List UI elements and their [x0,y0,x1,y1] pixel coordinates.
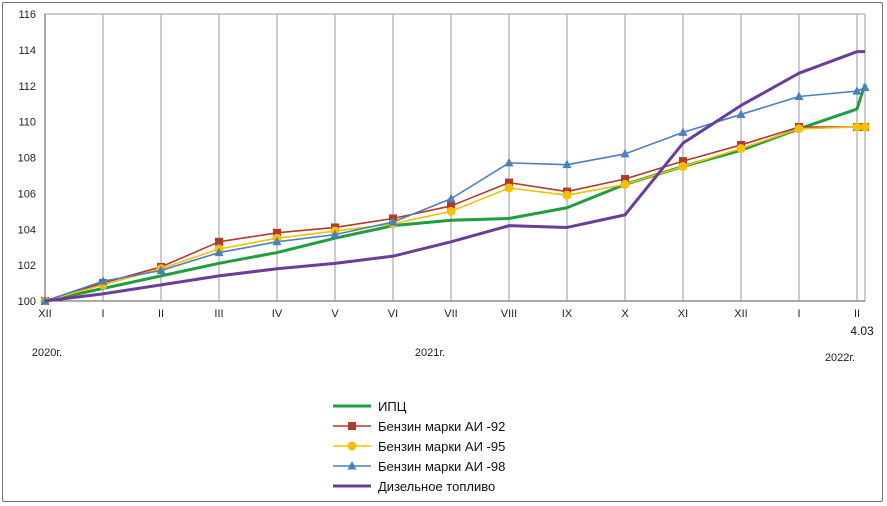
y-tick-label: 110 [18,117,36,129]
x-tick-label: IV [272,308,283,320]
data-point [446,206,456,216]
series-Бензин марки АИ -98 [40,82,870,305]
data-point [330,229,340,239]
legend-item: Дизельное топливо [333,479,495,494]
x-tick-label: I [101,308,104,320]
data-point [347,441,357,451]
data-point [794,91,804,101]
x-tick-label: XII [38,308,51,320]
data-point [156,265,166,275]
x-tick-label: VII [444,308,457,320]
data-point [678,161,688,171]
data-point [273,228,281,237]
data-point [98,276,108,285]
data-point [620,179,630,189]
x-tick-label: II [158,308,164,320]
y-tick-label: 100 [18,296,36,308]
series-Дизельное топливо [44,50,865,303]
chart-legend: ИПЦ Бензин марки АИ -92 Бензин марки АИ -9… [333,399,505,494]
series-line [44,50,865,303]
y-tick-label: 104 [18,224,36,236]
data-point [678,127,688,136]
data-point [852,122,862,132]
data-point [504,157,514,167]
legend-item: ИПЦ [333,399,407,414]
series-Бензин марки АИ -95 [40,122,870,306]
x-tick-label: XI [678,308,688,320]
data-point [736,144,746,154]
data-point [860,122,870,132]
y-tick-label: 108 [18,153,36,165]
data-point [504,183,514,193]
y-tick-label: 112 [18,81,36,93]
legend-item: Бензин марки АИ -98 [333,459,505,474]
chart-series [40,50,870,306]
y-tick-label: 102 [18,260,36,272]
data-point [505,178,513,187]
data-point [852,86,862,95]
data-point [446,193,456,203]
y-tick-label: 114 [18,45,36,57]
data-point [860,82,870,92]
series-ИПЦ [44,83,867,303]
data-point [388,217,398,226]
data-point [621,175,629,184]
chart-axes [44,14,865,302]
data-point [736,109,746,118]
series-line [44,83,867,303]
x-tick-label: V [331,308,339,320]
data-point [348,422,356,430]
x-tick-label: X [621,308,629,320]
x-tick-label: VI [388,308,398,320]
y-tick-label: 106 [18,188,36,200]
x-tick-label: XII [734,308,747,320]
data-point [620,148,630,158]
data-point [347,461,357,470]
x-tick-label: I [797,308,800,320]
year-label: 2022г. [825,352,855,364]
data-point [447,201,455,210]
legend-label: Бензин марки АИ -95 [378,439,505,454]
y-tick-label: 116 [18,9,36,21]
year-label: 2020г. [32,347,62,359]
x-tick-label: III [214,308,223,320]
legend-item: Бензин марки АИ -95 [333,439,505,454]
legend-label: Бензин марки АИ -92 [378,419,505,434]
year-label: 2021г. [415,347,445,359]
legend-label: ИПЦ [378,399,407,414]
chart-grid [45,13,866,301]
legend-label: Дизельное топливо [378,479,495,494]
x-tick-label: IX [562,308,573,320]
data-point [562,190,572,200]
x-tick-label-extra: 4.03 [850,324,874,338]
data-point [215,237,223,246]
legend-item: Бензин марки АИ -92 [333,419,505,434]
series-line [44,86,866,302]
x-tick-label: VIII [501,308,518,320]
data-point [794,124,804,134]
legend-label: Бензин марки АИ -98 [378,459,505,474]
data-point [679,157,687,166]
data-point [272,236,282,246]
series-line [44,126,865,302]
data-point [214,247,224,257]
x-tick-label: II [854,308,860,320]
data-point [562,159,572,169]
series-line [44,126,865,302]
